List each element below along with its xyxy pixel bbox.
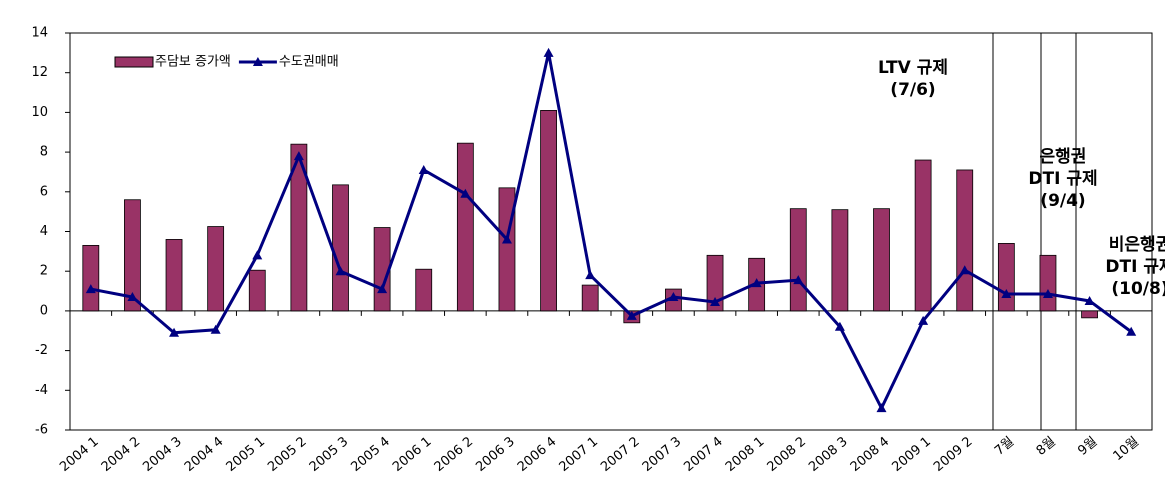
legend-swatch — [114, 56, 154, 68]
marker — [710, 296, 721, 306]
bar — [956, 169, 974, 312]
annotation: LTV 규제 — [878, 58, 948, 78]
marker — [668, 292, 679, 302]
marker — [460, 188, 471, 198]
bar — [873, 208, 890, 312]
x-tick-label: 2007 1 — [557, 434, 601, 475]
annotation: 은행권 — [1040, 147, 1087, 167]
x-tick-label: 2007 3 — [640, 434, 684, 475]
x-tick-label: 8월 — [1034, 434, 1059, 458]
marker — [127, 292, 138, 302]
x-tick-label: 2008 4 — [848, 434, 892, 475]
marker — [585, 270, 596, 280]
marker — [918, 315, 929, 325]
x-tick-label: 10월 — [1111, 434, 1142, 464]
x-tick-label: 2008 3 — [806, 434, 850, 475]
bar — [540, 110, 557, 312]
bar — [207, 226, 225, 312]
marker — [169, 327, 180, 337]
x-tick-label: 2004 4 — [182, 434, 226, 475]
bar — [1039, 254, 1057, 312]
annotation: DTI 규제 — [1028, 169, 1097, 189]
marker — [377, 284, 388, 294]
marker — [751, 278, 762, 288]
marker — [1084, 295, 1095, 305]
x-tick-label: 2005 2 — [265, 434, 309, 475]
plot-area — [69, 32, 1153, 431]
x-tick-label: 2007 2 — [598, 434, 642, 475]
marker — [210, 324, 221, 334]
bar — [248, 269, 266, 312]
bar — [498, 187, 516, 312]
marker — [252, 250, 263, 260]
marker — [793, 275, 804, 285]
x-tick-label: 9월 — [1075, 434, 1100, 458]
marker — [1042, 289, 1053, 299]
x-tick-label: 7월 — [992, 434, 1017, 458]
bar — [124, 199, 141, 312]
annotation: DTI 규제 — [1105, 257, 1165, 277]
legend-label: 수도권매매 — [279, 55, 339, 70]
x-tick-label: 2005 3 — [307, 434, 351, 475]
y-tick-label: 12 — [31, 65, 48, 80]
y-tick-label: 4 — [40, 224, 48, 239]
legend-label: 주담보 증가액 — [155, 55, 231, 70]
y-tick-label: 8 — [40, 145, 48, 160]
legend-marker — [252, 57, 263, 66]
bar — [789, 208, 807, 312]
x-tick-label: 2006 4 — [515, 434, 559, 475]
marker — [418, 164, 429, 174]
annotation: 비은행권 — [1109, 235, 1165, 255]
marker — [959, 265, 970, 275]
bar — [914, 159, 932, 312]
bar — [415, 268, 433, 312]
marker — [293, 151, 304, 161]
marker — [85, 284, 96, 294]
y-tick-label: -2 — [35, 343, 48, 358]
bar — [165, 239, 183, 312]
y-tick-label: 10 — [31, 105, 48, 120]
x-tick-label: 2006 3 — [473, 434, 517, 475]
x-tick-label: 2005 4 — [348, 434, 392, 475]
line — [90, 52, 1133, 412]
bar — [706, 254, 724, 312]
x-tick-label: 2006 1 — [390, 434, 434, 475]
y-tick-label: 2 — [40, 264, 48, 279]
marker — [543, 47, 554, 57]
x-tick-label: 2004 3 — [140, 434, 184, 475]
y-tick-label: 14 — [31, 26, 48, 41]
y-tick-label: 6 — [40, 184, 48, 199]
marker — [876, 403, 887, 413]
x-tick-label: 2007 4 — [681, 434, 725, 475]
bar — [1081, 310, 1098, 319]
marker — [834, 321, 845, 331]
marker — [1126, 326, 1137, 336]
x-tick-label: 2005 1 — [224, 434, 268, 475]
y-tick-label: 0 — [40, 303, 48, 318]
marker — [335, 266, 346, 276]
bar — [831, 209, 849, 312]
bar — [581, 284, 599, 312]
bar — [82, 244, 100, 312]
x-tick-label: 2009 1 — [889, 434, 933, 475]
bar — [997, 243, 1015, 312]
bar — [332, 184, 349, 312]
marker — [501, 234, 512, 244]
annotation: (9/4) — [1040, 191, 1085, 211]
x-tick-label: 2008 2 — [765, 434, 809, 475]
x-tick-label: 2009 2 — [931, 434, 975, 475]
x-tick-label: 2004 2 — [99, 434, 143, 475]
marker — [1001, 289, 1012, 299]
annotation: (10/8) — [1111, 279, 1165, 299]
bar — [456, 142, 474, 312]
y-tick-label: -6 — [35, 423, 48, 438]
x-tick-label: 2004 1 — [57, 434, 101, 475]
y-tick-label: -4 — [35, 383, 48, 398]
bar — [290, 143, 308, 312]
x-tick-label: 2006 2 — [432, 434, 476, 475]
marker — [626, 310, 637, 320]
x-tick-label: 2008 1 — [723, 434, 767, 475]
annotation: (7/6) — [890, 80, 935, 100]
